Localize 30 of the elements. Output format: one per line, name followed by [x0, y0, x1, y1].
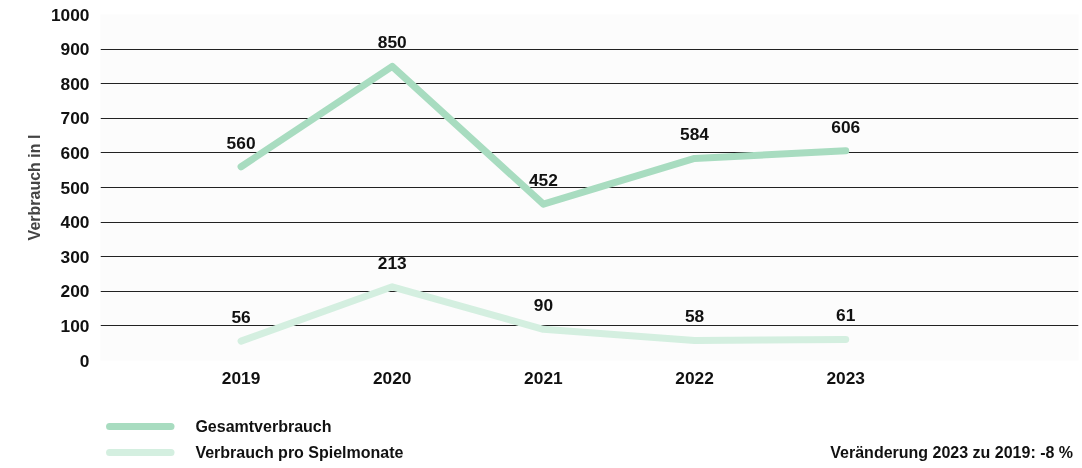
x-tick-label: 2021 [524, 367, 564, 388]
data-label: 850 [377, 32, 407, 53]
data-label: 452 [528, 170, 558, 191]
data-label: 584 [680, 124, 710, 145]
y-tick-label: 1000 [50, 4, 90, 25]
y-axis-title: Verbrauch in l [25, 134, 43, 241]
legend-label: Gesamtverbrauch [195, 418, 332, 435]
legend-label: Verbrauch pro Spielmonate [195, 444, 404, 461]
y-tick-label: 200 [60, 281, 90, 302]
y-tick-label: 0 [79, 350, 90, 371]
data-label: 560 [226, 132, 256, 153]
x-tick-label: 2023 [826, 367, 866, 388]
y-tick-label: 100 [60, 315, 90, 336]
y-tick-label: 800 [60, 73, 90, 94]
y-tick-label: 300 [60, 246, 90, 267]
y-tick-label: 700 [60, 108, 90, 129]
data-label: 58 [684, 306, 705, 327]
x-tick-label: 2020 [372, 367, 412, 388]
y-tick-label: 600 [60, 142, 90, 163]
y-tick-label: 500 [60, 177, 90, 198]
data-label: 61 [836, 305, 856, 326]
data-label: 56 [231, 307, 252, 328]
x-tick-label: 2019 [221, 367, 261, 388]
x-tick-label: 2022 [675, 367, 714, 388]
data-label: 213 [377, 252, 408, 273]
data-label: 606 [831, 116, 861, 137]
y-tick-label: 400 [60, 212, 90, 233]
y-tick-label: 900 [60, 39, 90, 60]
data-label: 90 [533, 295, 554, 316]
text: Veränderung 2023 zu 2019: -8 % [830, 444, 1074, 461]
